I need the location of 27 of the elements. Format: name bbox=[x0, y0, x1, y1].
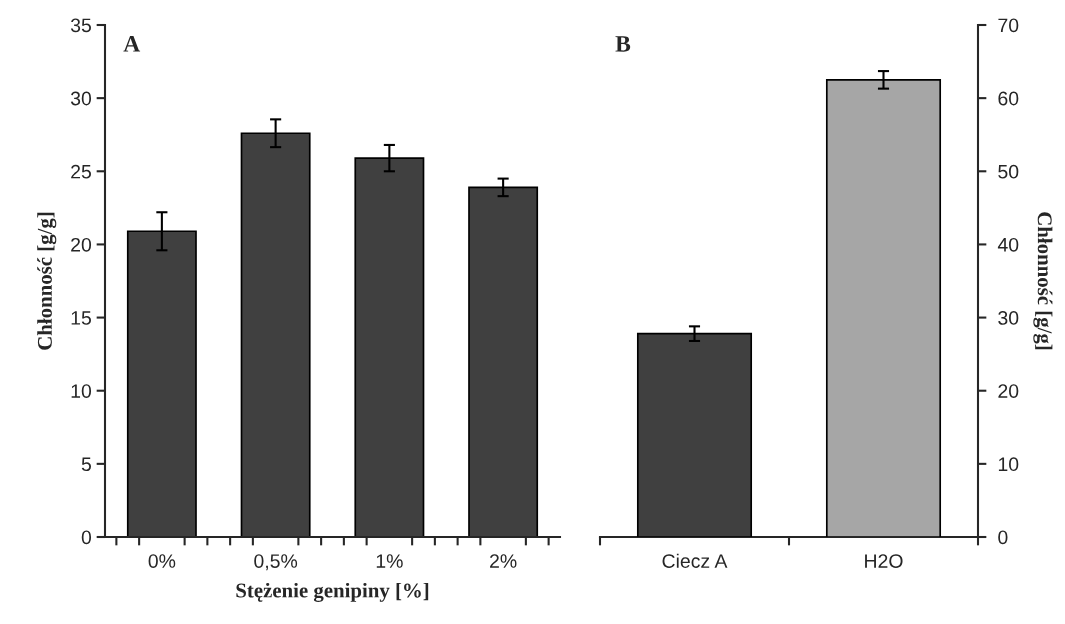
chart-title: A bbox=[123, 36, 141, 52]
x-tick-label: 2% bbox=[490, 554, 517, 568]
y2-tick-label: 70 bbox=[998, 18, 1019, 33]
y2-tick-label: 0 bbox=[998, 530, 1008, 545]
x-tick-label: 0,5% bbox=[254, 554, 298, 571]
x-tick-label: 0% bbox=[148, 554, 176, 568]
x-tick-label: H2O bbox=[865, 554, 903, 568]
y-tick-label: 20 bbox=[71, 237, 92, 252]
chart-title: B bbox=[615, 36, 631, 52]
y-tick-label: 10 bbox=[71, 384, 92, 398]
x-tick-label: Ciecz A bbox=[662, 553, 728, 568]
y2-tick-label: 60 bbox=[998, 91, 1019, 106]
y2-tick-label: 10 bbox=[998, 457, 1019, 472]
y-tick-label: 25 bbox=[71, 164, 91, 179]
y-tick-label: 0 bbox=[81, 530, 92, 545]
y-axis-title: Chłonność [g/g] bbox=[37, 212, 57, 350]
x-tick-label: 1% bbox=[376, 554, 403, 568]
y-tick-label: 5 bbox=[81, 457, 91, 472]
y-tick-label: 30 bbox=[70, 91, 92, 106]
y-tick-label: 15 bbox=[71, 311, 91, 325]
y2-axis-title: Chłonność [g/g] bbox=[1033, 212, 1053, 350]
y2-tick-label: 40 bbox=[997, 237, 1019, 252]
y2-tick-label: 30 bbox=[998, 311, 1019, 325]
y2-tick-label: 50 bbox=[998, 164, 1019, 179]
y-tick-label: 35 bbox=[70, 18, 91, 33]
x-axis-title: Stężenie genipiny [%] bbox=[236, 582, 429, 602]
y2-tick-label: 20 bbox=[998, 384, 1019, 398]
